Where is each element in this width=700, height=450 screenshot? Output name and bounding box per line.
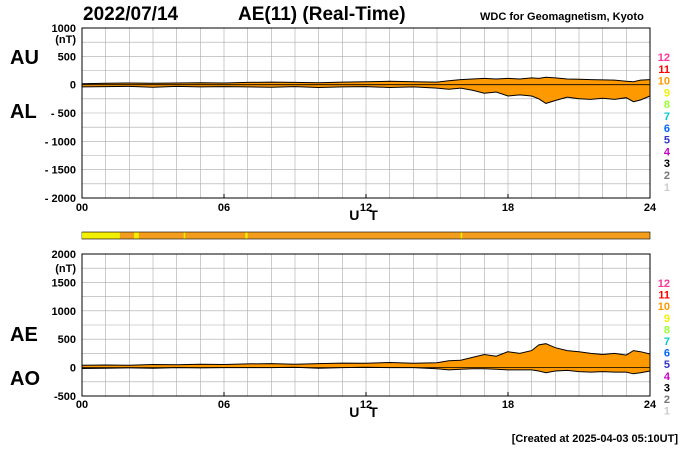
station-count-label: 1 (664, 406, 670, 418)
au-al-area (82, 77, 650, 104)
station-count-label: 3 (664, 158, 670, 170)
station-count-label: 2 (664, 394, 670, 406)
station-count-label: 6 (664, 348, 670, 360)
station-count-label: 5 (664, 135, 670, 147)
series-al-line (81, 85, 651, 104)
station-count-label: 7 (664, 336, 670, 348)
y-tick-label: 1000 (52, 306, 76, 318)
y-tick-label: 1500 (52, 277, 76, 289)
station-count-label: 6 (664, 123, 670, 135)
x-tick-label: 18 (502, 202, 514, 214)
station-count-label: 12 (658, 52, 670, 64)
y-unit-label: (nT) (55, 34, 76, 46)
station-count-label: 4 (664, 371, 671, 383)
station-status-segment (134, 232, 139, 239)
station-count-label: 1 (664, 182, 670, 194)
station-status-segment (460, 232, 463, 239)
x-tick-label: 06 (218, 202, 230, 214)
x-axis-label: U T (349, 404, 381, 420)
station-count-label: 10 (658, 76, 670, 88)
station-count-label: 2 (664, 170, 670, 182)
y-tick-label: - 500 (51, 108, 76, 120)
series-label-ae: AE (10, 324, 38, 346)
x-tick-label: 00 (76, 202, 88, 214)
station-count-label: 11 (658, 64, 670, 76)
ae-ao-area (82, 343, 650, 374)
x-tick-label: 06 (218, 399, 230, 411)
y-tick-label: - 1500 (45, 165, 76, 177)
y-tick-label: 0 (70, 363, 76, 375)
x-tick-label: 24 (644, 399, 657, 411)
source-label: WDC for Geomagnetism, Kyoto (480, 11, 644, 23)
x-tick-label: 18 (502, 399, 514, 411)
y-unit-label: (nT) (55, 263, 76, 275)
station-count-label: 9 (664, 313, 670, 325)
y-tick-label: 500 (58, 51, 76, 63)
y-tick-label: 0 (70, 80, 76, 92)
y-tick-label: - 2000 (45, 193, 76, 205)
created-timestamp: [Created at 2025-04-03 05:10UT] (511, 433, 678, 445)
x-axis-label: U T (349, 207, 381, 223)
series-label-al: AL (10, 101, 37, 123)
y-tick-label: 2000 (52, 249, 76, 261)
station-status-segment (245, 232, 248, 239)
station-status-segment (183, 232, 186, 239)
station-count-label: 9 (664, 87, 670, 99)
y-tick-label: 500 (58, 334, 76, 346)
station-count-label: 10 (658, 301, 670, 313)
y-tick-label: - 1000 (45, 136, 76, 148)
series-label-au: AU (10, 47, 39, 69)
x-tick-label: 12 (360, 202, 372, 214)
station-count-label: 5 (664, 359, 670, 371)
station-status-segment (82, 232, 120, 239)
station-count-label: 8 (664, 324, 670, 336)
station-count-label: 12 (658, 278, 670, 290)
series-ao-line (81, 366, 651, 375)
date-title: 2022/07/14 (83, 4, 179, 25)
series-au-line (81, 76, 651, 85)
y-tick-label: -500 (54, 391, 76, 403)
station-status-bar (81, 231, 651, 240)
series-label-ao: AO (10, 368, 40, 390)
y-tick-label: 1000 (52, 23, 76, 35)
station-count-label: 4 (664, 146, 671, 158)
station-count-label: 11 (658, 290, 670, 302)
x-tick-label: 24 (644, 202, 657, 214)
station-count-label: 3 (664, 382, 670, 394)
station-count-label: 7 (664, 111, 670, 123)
x-tick-label: 00 (76, 399, 88, 411)
series-ae-line (81, 343, 651, 366)
station-count-label: 8 (664, 99, 670, 111)
chart-title: AE(11) (Real-Time) (238, 4, 406, 25)
x-tick-label: 12 (360, 399, 372, 411)
